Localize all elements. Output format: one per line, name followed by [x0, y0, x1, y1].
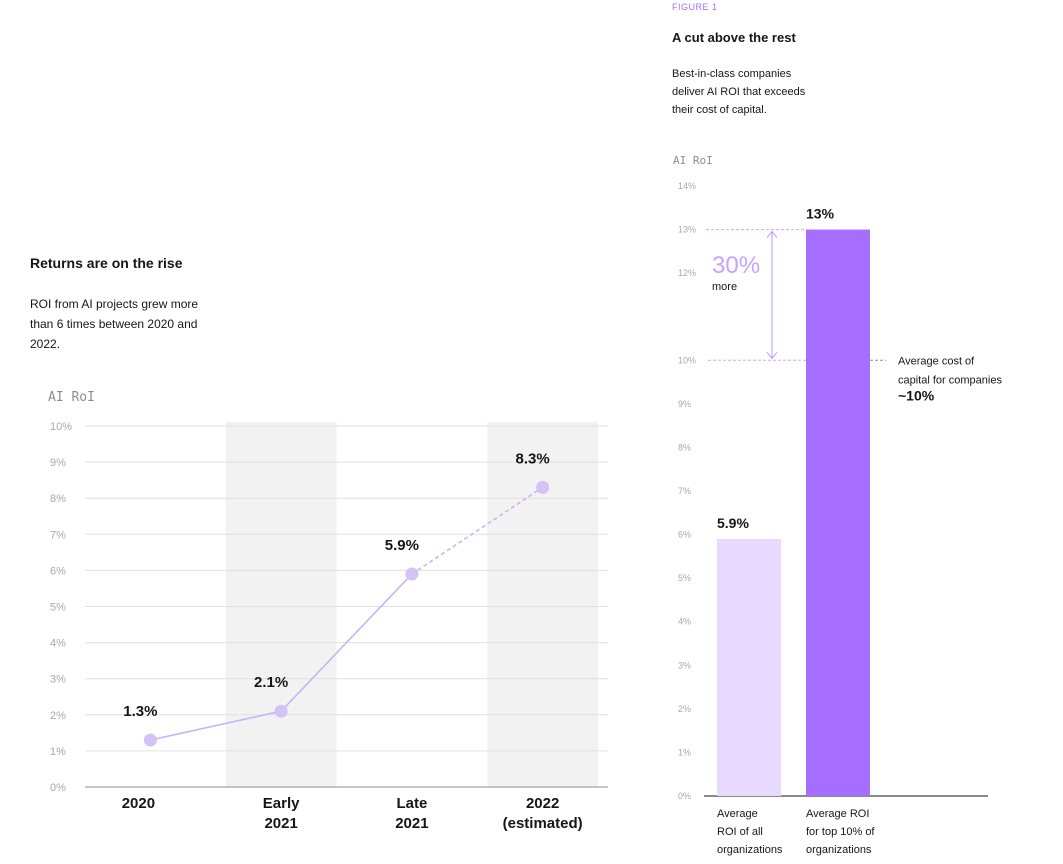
bar — [717, 538, 781, 796]
y-tick-label: 2% — [50, 710, 66, 722]
bar-category-label: ROI of all — [717, 826, 763, 838]
x-category-label: (estimated) — [503, 815, 583, 832]
data-point — [143, 733, 157, 747]
y-tick-label: 4% — [678, 617, 691, 627]
bar-value-label: 13% — [806, 206, 835, 222]
right-panel-title: A cut above the rest — [672, 30, 796, 45]
bar-category-label: organizations — [717, 844, 783, 856]
x-category-label: 2021 — [395, 815, 428, 832]
reference-line-label: capital for companies — [898, 374, 1002, 386]
y-tick-label: 3% — [50, 674, 66, 686]
y-tick-label: 6% — [50, 565, 66, 577]
bar-category-label: Average ROI — [806, 808, 869, 820]
y-tick-label: 13% — [678, 225, 696, 235]
data-point — [405, 567, 419, 581]
y-tick-label: 4% — [50, 638, 66, 650]
x-category-label: Early — [263, 795, 300, 812]
difference-arrow-head-down — [766, 351, 778, 360]
data-label: 2.1% — [254, 674, 288, 691]
y-axis-title: AI RoI — [673, 154, 713, 167]
shaded-column-1 — [225, 422, 337, 787]
data-point — [536, 480, 550, 494]
bar-category-label: Average — [717, 808, 758, 820]
data-label: 1.3% — [123, 703, 157, 720]
difference-percent: 30% — [712, 252, 760, 279]
reference-line-label: Average cost of — [898, 355, 975, 367]
y-tick-label: 8% — [678, 442, 691, 452]
y-tick-label: 5% — [50, 602, 66, 614]
data-label: 5.9% — [385, 537, 419, 554]
y-tick-label: 3% — [678, 660, 691, 670]
left-panel-subtitle: ROI from AI projects grew more than 6 ti… — [30, 297, 199, 351]
y-tick-label: 2% — [678, 704, 691, 714]
data-point — [274, 704, 288, 718]
series-line-segment — [150, 710, 282, 741]
y-tick-label: 7% — [50, 529, 66, 541]
bar-value-label: 5.9% — [717, 515, 749, 531]
y-tick-label: 10% — [678, 355, 696, 365]
y-tick-label: 9% — [678, 399, 691, 409]
y-tick-label: 8% — [50, 493, 66, 505]
right-panel-subtitle: Best-in-class companies deliver AI ROI t… — [672, 68, 806, 116]
estimated-line-segment — [411, 486, 544, 575]
series-line-segment — [280, 573, 413, 712]
x-category-label: 2021 — [264, 815, 297, 832]
shaded-column-3 — [487, 422, 598, 787]
y-tick-label: 12% — [678, 268, 696, 278]
y-tick-label: 6% — [678, 530, 691, 540]
y-tick-label: 7% — [678, 486, 691, 496]
y-tick-label: 9% — [50, 457, 66, 469]
y-tick-label: 10% — [50, 421, 72, 433]
data-label: 8.3% — [516, 450, 550, 467]
y-tick-label: 0% — [678, 791, 691, 801]
y-axis-title: AI RoI — [48, 390, 95, 405]
difference-caption: more — [712, 281, 737, 293]
y-tick-label: 5% — [678, 573, 691, 583]
y-tick-label: 1% — [678, 747, 691, 757]
y-tick-label: 14% — [678, 181, 696, 191]
left-panel-title: Returns are on the rise — [30, 255, 183, 271]
x-category-label: 2022 — [526, 795, 559, 812]
x-category-label: Late — [396, 795, 427, 812]
bar-category-label: for top 10% of — [806, 826, 875, 838]
x-category-label: 2020 — [122, 795, 155, 812]
bar — [806, 229, 870, 797]
bar-category-label: organizations — [806, 844, 872, 856]
difference-arrow-head-up — [766, 230, 778, 238]
figure-label: FIGURE 1 — [672, 2, 718, 12]
y-tick-label: 1% — [50, 746, 66, 758]
reference-line-value: ~10% — [898, 387, 935, 403]
y-tick-label: 0% — [50, 782, 66, 794]
